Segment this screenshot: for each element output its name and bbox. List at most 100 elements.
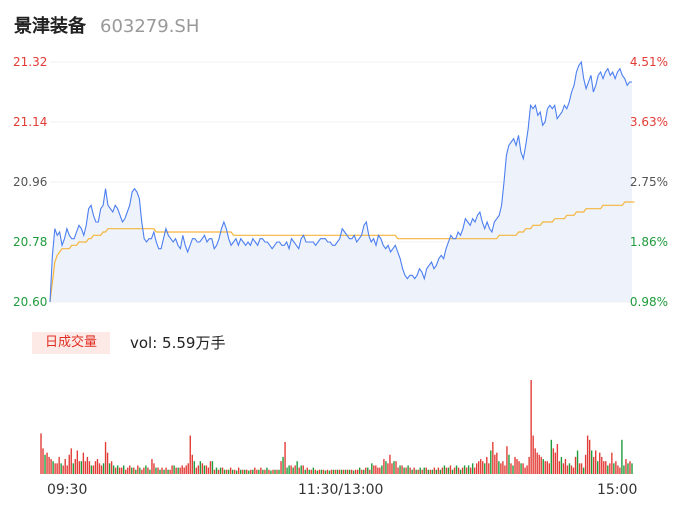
volume-bar xyxy=(104,441,107,474)
volume-bar xyxy=(308,469,310,474)
volume-bar xyxy=(197,465,200,474)
volume-bar xyxy=(516,459,518,474)
volume-bar xyxy=(223,469,226,474)
volume-bar xyxy=(377,467,379,474)
volume-bar xyxy=(173,465,175,474)
volume-bar xyxy=(542,459,544,474)
volume-bar xyxy=(502,461,504,474)
volume-bar xyxy=(322,469,325,474)
volume-bar xyxy=(441,467,444,474)
volume-bar xyxy=(252,469,254,474)
volume-bar xyxy=(506,446,508,474)
volume-bar xyxy=(80,461,83,474)
volume-bar xyxy=(427,469,429,474)
volume-bar xyxy=(405,467,407,474)
volume-bar xyxy=(344,469,347,474)
volume-bar xyxy=(145,465,147,474)
volume-bar xyxy=(615,461,617,474)
volume-bar xyxy=(459,469,462,474)
volume-bar xyxy=(576,450,579,474)
volume-bar xyxy=(399,465,401,474)
volume-bar xyxy=(467,465,470,474)
volume-bar xyxy=(229,467,232,474)
volume-bar xyxy=(530,380,532,474)
volume-bar xyxy=(512,465,514,474)
volume-bar xyxy=(463,465,466,474)
volume-bar xyxy=(532,435,534,474)
volume-bar xyxy=(419,467,421,474)
volume-bar xyxy=(237,467,240,474)
volume-bar xyxy=(613,463,615,474)
volume-bar xyxy=(219,467,222,474)
volume-bar xyxy=(488,463,490,474)
volume-bar xyxy=(429,469,431,474)
volume-bar xyxy=(383,459,385,474)
volume-bar xyxy=(449,465,452,474)
volume-bar xyxy=(62,465,64,474)
volume-bar xyxy=(108,463,111,474)
volume-bar xyxy=(518,461,520,474)
volume-bar xyxy=(48,456,50,474)
volume-bar xyxy=(276,469,278,474)
volume-bar xyxy=(455,465,458,474)
volume-bar xyxy=(242,469,244,474)
volume-bar xyxy=(373,465,375,474)
volume-bar xyxy=(66,465,68,474)
volume-bar xyxy=(133,467,135,474)
volume-value: 5.59万手 xyxy=(162,334,226,352)
volume-bar xyxy=(149,469,151,474)
volume-bar xyxy=(310,469,312,474)
volume-bar xyxy=(475,463,478,474)
volume-bar xyxy=(298,467,300,474)
volume-bar xyxy=(215,467,218,474)
volume-bar xyxy=(556,444,559,474)
volume-bar xyxy=(379,467,381,474)
volume-bar xyxy=(240,469,242,474)
volume-bar xyxy=(352,470,355,474)
volume-bar xyxy=(165,467,167,474)
volume-bar xyxy=(524,467,526,474)
volume-bar xyxy=(437,467,440,474)
y-tick-label-right: 2.75% xyxy=(630,175,668,189)
volume-bar xyxy=(623,465,625,474)
volume-bar xyxy=(473,467,476,474)
volume-bar xyxy=(504,465,506,474)
volume-bar xyxy=(580,463,583,474)
volume-bar xyxy=(417,469,419,474)
volume-bar xyxy=(110,461,113,474)
volume-bar xyxy=(94,461,97,474)
volume-bar xyxy=(361,469,363,474)
volume-bar xyxy=(131,467,133,474)
volume-bar xyxy=(181,465,183,474)
volume-bar xyxy=(607,465,609,474)
price-chart[interactable]: 21.32 21.14 20.96 20.78 20.60 4.51% 3.63% 2.75… xyxy=(0,0,686,320)
stock-name: 景津装备 xyxy=(14,16,86,37)
volume-bar xyxy=(421,469,423,474)
volume-bar xyxy=(233,469,236,474)
volume-bar xyxy=(631,463,633,474)
volume-bar xyxy=(336,469,339,474)
volume-bar xyxy=(548,463,550,474)
right-percent-axis: 4.51% 3.63% 2.75% 1.86% 0.98% xyxy=(630,55,668,309)
volume-bar xyxy=(415,469,417,474)
volume-bar xyxy=(619,467,621,474)
volume-bar xyxy=(274,469,276,474)
volume-bar xyxy=(469,467,472,474)
volume-bar xyxy=(621,439,623,474)
volume-bar xyxy=(330,469,333,474)
daily-volume-tab[interactable]: 日成交量 xyxy=(32,332,110,354)
volume-bar xyxy=(42,448,44,474)
volume-bar xyxy=(246,469,248,474)
volume-bar xyxy=(56,463,58,474)
y-tick-label-left: 20.78 xyxy=(13,235,47,249)
stock-header: 景津装备 603279.SH xyxy=(14,12,199,40)
volume-bar xyxy=(395,461,397,474)
volume-bar xyxy=(465,467,468,474)
volume-bar xyxy=(371,463,373,474)
volume-bar xyxy=(96,459,99,474)
volume-bar xyxy=(266,467,268,474)
volume-bar xyxy=(562,463,565,474)
volume-bar xyxy=(496,452,498,474)
volume-chart[interactable] xyxy=(0,370,686,480)
time-label-open: 09:30 xyxy=(47,482,88,498)
